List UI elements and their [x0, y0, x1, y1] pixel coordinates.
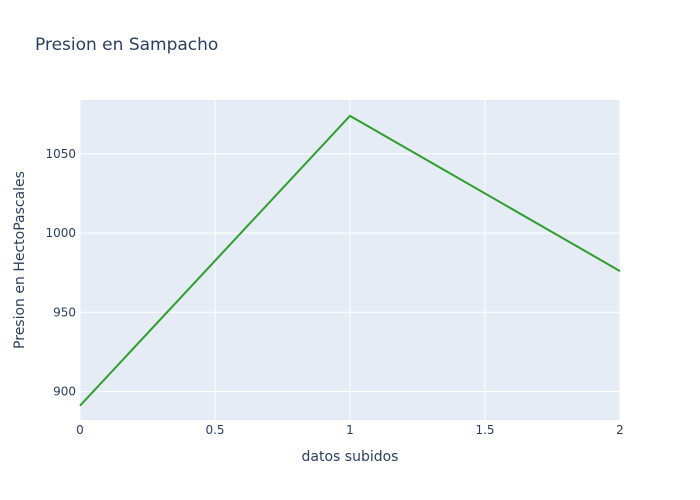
x-tick-label: 1.5 — [475, 423, 494, 437]
y-tick-label: 1050 — [45, 147, 76, 161]
y-tick-label: 900 — [53, 384, 76, 398]
series-line — [79, 114, 621, 407]
x-axis-title: datos subidos — [302, 449, 399, 465]
y-tick-label: 1000 — [45, 226, 76, 240]
x-tick-label: 0.5 — [205, 423, 224, 437]
x-tick-label: 1 — [346, 423, 354, 437]
x-tick-label: 0 — [76, 423, 84, 437]
series-layer — [79, 114, 621, 407]
y-tick-labels: 900 950 1000 1050 — [45, 147, 76, 399]
y-gridlines — [80, 153, 620, 392]
x-tick-labels: 0 0.5 1 1.5 2 — [76, 423, 624, 437]
y-axis-title: Presion en HectoPascales — [12, 171, 28, 349]
chart-title: Presion en Sampacho — [35, 35, 218, 55]
y-tick-label: 950 — [53, 305, 76, 319]
x-tick-label: 2 — [616, 423, 624, 437]
